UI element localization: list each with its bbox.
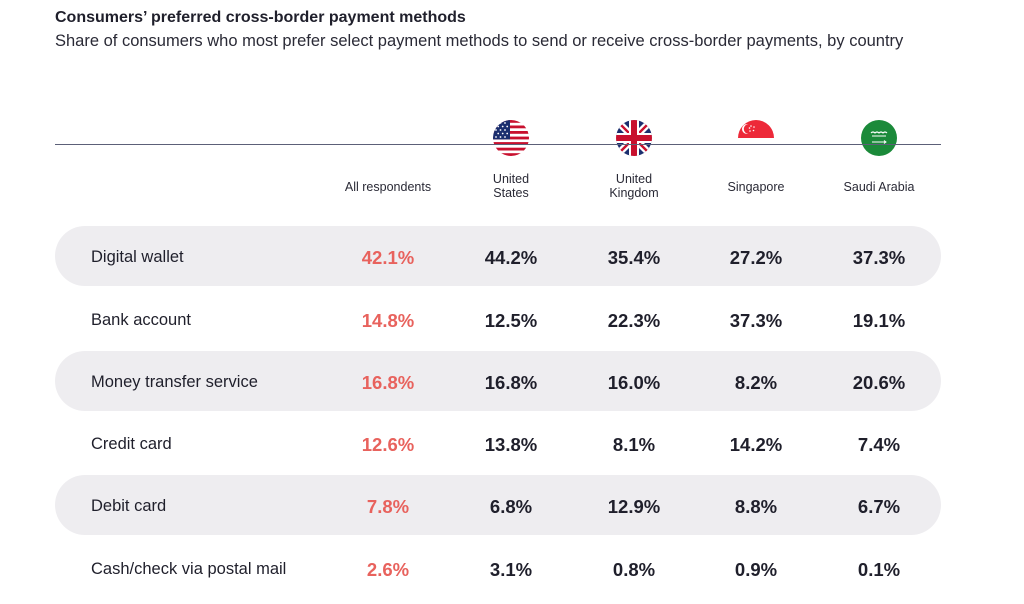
saudi-arabia-flag-icon	[861, 120, 897, 156]
cell-value: 20.6%	[852, 372, 906, 393]
column-header: Singapore	[727, 180, 785, 194]
singapore-flag-icon	[738, 120, 774, 156]
cell-all-respondents: 12.6%	[361, 434, 415, 455]
cell-value: 8.1%	[612, 434, 656, 455]
column-header: Saudi Arabia	[843, 180, 915, 194]
cell-value: 27.2%	[729, 247, 783, 268]
united-states-flag-icon	[493, 120, 529, 156]
cell-value: 13.8%	[484, 434, 538, 455]
cell-value: 37.3%	[852, 247, 906, 268]
cell-value: 0.8%	[612, 559, 656, 580]
row-label: Cash/check via postal mail	[91, 560, 287, 578]
cell-value: 14.2%	[729, 434, 783, 455]
cell-value: 0.1%	[857, 559, 901, 580]
cell-all-respondents: 16.8%	[361, 372, 415, 393]
cell-all-respondents: 7.8%	[366, 496, 410, 517]
cell-value: 12.9%	[607, 496, 661, 517]
cell-value: 3.1%	[489, 559, 533, 580]
row-band	[55, 475, 941, 535]
row-band	[55, 226, 941, 286]
row-label: Debit card	[91, 497, 167, 515]
cell-value: 22.3%	[607, 310, 661, 331]
cell-value: 8.8%	[734, 496, 778, 517]
cell-value: 16.0%	[607, 372, 661, 393]
cell-all-respondents: 2.6%	[366, 559, 410, 580]
united-kingdom-flag-icon	[616, 120, 652, 156]
cell-value: 16.8%	[484, 372, 538, 393]
row-label: Money transfer service	[91, 373, 258, 391]
cell-value: 0.9%	[734, 559, 778, 580]
row-band	[55, 351, 941, 411]
cell-value: 19.1%	[852, 310, 906, 331]
cell-value: 6.8%	[489, 496, 533, 517]
chart-subtitle: Share of consumers who most prefer selec…	[55, 32, 904, 50]
cell-value: 37.3%	[729, 310, 783, 331]
row-label: Digital wallet	[91, 248, 184, 266]
cell-value: 12.5%	[484, 310, 538, 331]
row-label: Credit card	[91, 435, 172, 453]
cell-value: 8.2%	[734, 372, 778, 393]
cell-all-respondents: 14.8%	[361, 310, 415, 331]
column-header: All respondents	[344, 180, 432, 194]
cell-value: 35.4%	[607, 247, 661, 268]
header-divider	[55, 144, 941, 145]
chart-title: Consumers’ preferred cross-border paymen…	[55, 9, 466, 26]
cell-value: 6.7%	[857, 496, 901, 517]
column-header: United Kingdom	[609, 172, 659, 200]
row-label: Bank account	[91, 311, 191, 329]
cell-all-respondents: 42.1%	[361, 247, 415, 268]
cell-value: 7.4%	[857, 434, 901, 455]
column-header: United States	[492, 172, 530, 200]
cell-value: 44.2%	[484, 247, 538, 268]
